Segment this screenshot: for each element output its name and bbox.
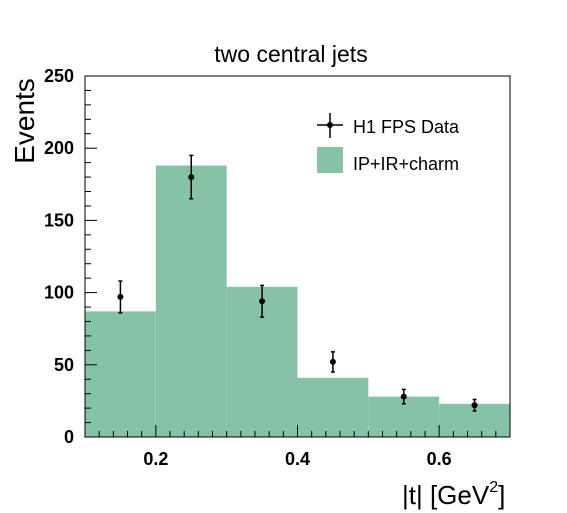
x-axis-label-close: ] bbox=[498, 480, 505, 510]
y-tick-label: 100 bbox=[44, 283, 74, 303]
chart-title: two central jets bbox=[214, 41, 367, 67]
legend-data-marker bbox=[327, 122, 333, 128]
x-tick-label: 0.2 bbox=[143, 449, 168, 469]
histogram-bar-3 bbox=[297, 377, 369, 437]
y-tick-label: 150 bbox=[44, 210, 74, 230]
histogram-bar-1 bbox=[155, 165, 227, 437]
data-point-3 bbox=[329, 358, 336, 365]
legend: H1 FPS Data IP+IR+charm bbox=[317, 113, 460, 174]
legend-histogram-swatch bbox=[317, 147, 343, 173]
data-points bbox=[117, 154, 478, 412]
data-point-4 bbox=[400, 393, 407, 400]
data-point-5 bbox=[471, 402, 478, 409]
legend-data-label: H1 FPS Data bbox=[353, 117, 460, 137]
legend-histogram-label: IP+IR+charm bbox=[353, 154, 459, 174]
y-tick-label: 0 bbox=[64, 427, 74, 447]
y-tick-label: 200 bbox=[44, 138, 74, 158]
axis-ticks: 0.2 0.4 0.6 0 50 100 150 200 250 bbox=[44, 66, 511, 469]
data-point-1 bbox=[188, 174, 195, 181]
x-axis-label-main: |t| [GeV bbox=[402, 480, 490, 510]
y-tick-label: 250 bbox=[44, 66, 74, 86]
x-tick-label: 0.4 bbox=[285, 449, 310, 469]
y-tick-label: 50 bbox=[54, 355, 74, 375]
data-point-2 bbox=[259, 298, 266, 305]
y-axis-label: Events bbox=[9, 78, 40, 164]
x-axis-label-superscript: 2 bbox=[489, 479, 498, 496]
histogram-bar-0 bbox=[85, 311, 156, 437]
x-tick-label: 0.6 bbox=[427, 449, 452, 469]
data-point-0 bbox=[117, 293, 124, 300]
x-axis-label: |t| [GeV2] bbox=[402, 479, 505, 510]
